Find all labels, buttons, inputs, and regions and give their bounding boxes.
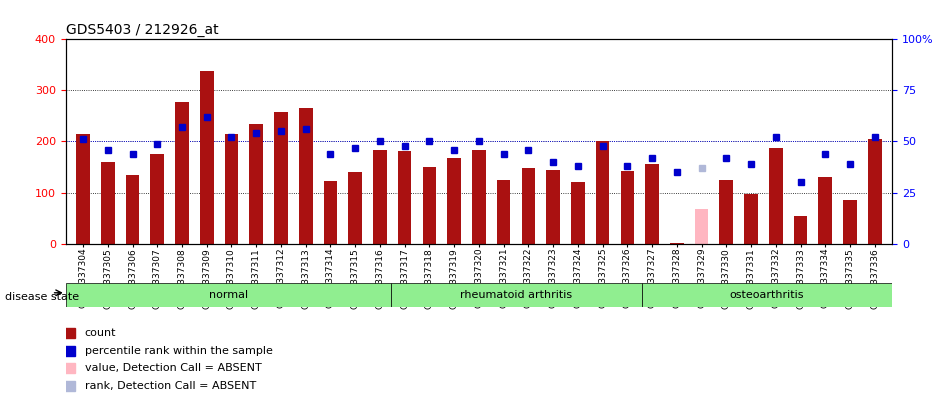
FancyBboxPatch shape <box>641 283 892 307</box>
Bar <box>423 167 437 244</box>
Bar <box>521 168 535 244</box>
Bar <box>472 150 485 244</box>
Bar <box>843 200 856 244</box>
Bar <box>398 151 411 244</box>
Bar <box>497 180 511 244</box>
Bar <box>200 71 213 244</box>
Bar <box>348 172 362 244</box>
Bar <box>299 108 313 244</box>
Text: osteoarthritis: osteoarthritis <box>730 290 804 300</box>
Bar <box>719 180 733 244</box>
Bar <box>645 164 659 244</box>
Text: GDS5403 / 212926_at: GDS5403 / 212926_at <box>66 23 219 37</box>
Text: rheumatoid arthritis: rheumatoid arthritis <box>460 290 573 300</box>
Text: count: count <box>85 328 116 338</box>
Bar <box>621 171 634 244</box>
Bar <box>76 134 90 244</box>
Bar <box>546 169 560 244</box>
Bar <box>274 112 287 244</box>
Text: rank, Detection Call = ABSENT: rank, Detection Call = ABSENT <box>85 381 255 391</box>
Bar <box>868 139 882 244</box>
Bar <box>224 134 239 244</box>
Bar <box>126 174 139 244</box>
Bar <box>250 123 263 244</box>
Text: value, Detection Call = ABSENT: value, Detection Call = ABSENT <box>85 363 261 373</box>
Bar <box>101 162 115 244</box>
Bar <box>670 242 684 244</box>
Bar <box>176 102 189 244</box>
Bar <box>745 194 758 244</box>
FancyBboxPatch shape <box>392 283 641 307</box>
Bar <box>819 177 832 244</box>
Bar <box>373 150 387 244</box>
Bar <box>324 181 337 244</box>
Bar <box>595 141 609 244</box>
Bar <box>447 158 461 244</box>
Bar <box>571 182 585 244</box>
Text: percentile rank within the sample: percentile rank within the sample <box>85 345 272 356</box>
Bar <box>793 215 808 244</box>
Bar <box>150 154 164 244</box>
Bar <box>769 148 782 244</box>
Text: disease state: disease state <box>5 292 79 302</box>
Text: normal: normal <box>209 290 248 300</box>
Bar <box>695 209 708 244</box>
FancyBboxPatch shape <box>66 283 392 307</box>
